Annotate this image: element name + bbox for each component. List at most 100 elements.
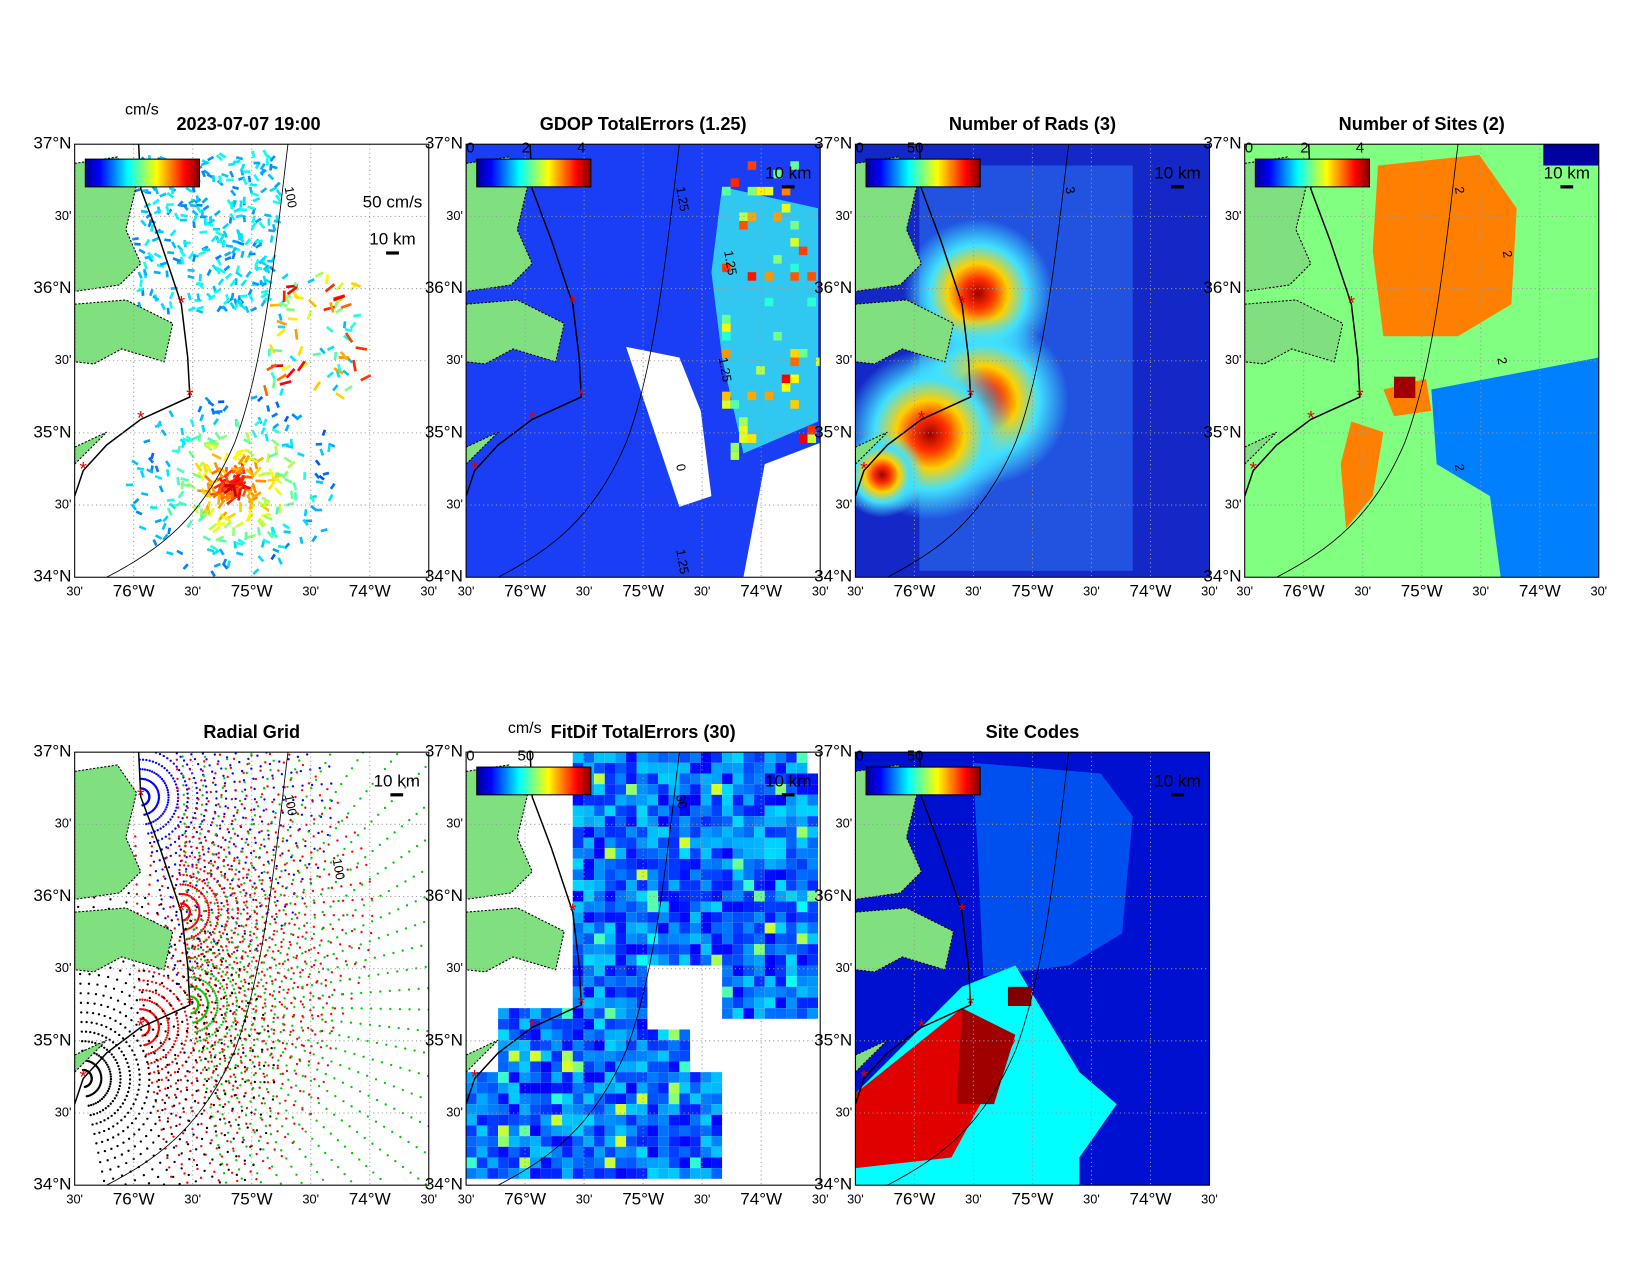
grid-dot [299,1000,303,1003]
field-cell [508,1136,520,1147]
grid-dot [109,1168,112,1171]
grid-dot [119,1105,122,1109]
grid-dot [255,936,258,939]
grid-dot [292,956,295,959]
field-cell [679,1104,691,1115]
grid-dot [280,773,284,776]
grid-dot [266,1141,269,1145]
vector [200,170,207,178]
grid-dot [389,1007,392,1011]
grid-dot [240,769,244,773]
grid-dot [273,1005,277,1008]
field-cell [540,1082,552,1094]
field-cell [594,1125,605,1137]
grid-dot [324,1072,328,1076]
grid-dot [301,1029,305,1032]
grid-dot [266,785,269,788]
grid-dot [245,856,248,859]
grid-dot [262,1013,265,1017]
field-cell [476,1104,488,1115]
field-cell [583,1114,595,1126]
field-cell [604,912,616,923]
grid-dot [317,1101,321,1105]
field-cell [647,784,659,795]
grid-dot [394,1159,397,1163]
grid-dot [221,1020,225,1024]
grid-dot [348,1125,351,1128]
grid-dot [254,1072,257,1075]
grid-dot [287,872,291,876]
grid-dot [109,1028,113,1031]
grid-dot [181,883,185,886]
field-cell [476,1136,488,1147]
grid-dot [185,993,189,997]
grid-dot [193,1042,197,1045]
grid-dot [137,1068,141,1071]
grid-dot [175,1036,178,1040]
field-cell [722,391,731,401]
field-cell [790,263,799,273]
grid-dot [240,837,243,841]
grid-dot [244,1114,248,1117]
grid-dot [400,855,403,859]
field-cell [562,1061,573,1073]
grid-dot [192,1021,195,1024]
field-cell [711,922,723,934]
grid-dot [350,929,354,933]
grid-dot [202,878,206,882]
grid-dot [234,873,237,876]
field-cell [615,1136,627,1147]
field-cell [615,1104,627,1115]
vector [284,424,290,432]
grid-dot [203,1096,207,1099]
coastline [74,144,191,497]
field-cell [583,1040,595,1051]
vector [243,438,252,445]
vector [245,468,255,478]
grid-dot [209,790,212,794]
grid-dot [160,777,164,781]
grid-dot [229,836,232,840]
grid-dot [260,795,263,799]
grid-dot [330,1012,333,1016]
grid-dot [242,867,245,870]
grid-dot [290,776,293,780]
grid-dot [168,1002,171,1005]
field-cell [700,784,712,795]
grid-dot [309,991,312,995]
grid-dot [239,961,242,964]
grid-dot [247,762,251,765]
grid-dot [217,815,220,818]
vector [180,482,190,488]
grid-dot [226,1004,229,1007]
grid-dot [139,1152,142,1156]
grid-dot [176,1070,180,1074]
grid-dot [147,902,150,906]
vector [140,209,149,214]
vector [187,274,195,280]
grid-dot [392,951,395,955]
grid-dot [127,1065,130,1069]
grid-dot [294,768,297,771]
grid-dot [220,960,224,963]
field-cell [615,986,627,998]
grid-dot [153,1060,156,1064]
grid-dot [195,866,198,869]
grid-dot [220,1013,224,1017]
grid-dot [266,777,269,781]
grid-dot [239,940,242,944]
field-cell [508,1157,520,1169]
grid-dot [169,906,172,909]
grid-dot [203,925,206,929]
vector [146,468,154,474]
grid-dot [180,932,183,936]
vector [222,230,228,238]
grid-dot [234,896,238,900]
grid-dot [91,1123,94,1126]
grid-dot [224,789,228,793]
grid-dot [281,840,284,843]
lon-label: 76°W [113,1190,156,1209]
grid-dot [329,923,332,926]
grid-dot [242,1138,245,1142]
grid-dot [331,927,335,931]
